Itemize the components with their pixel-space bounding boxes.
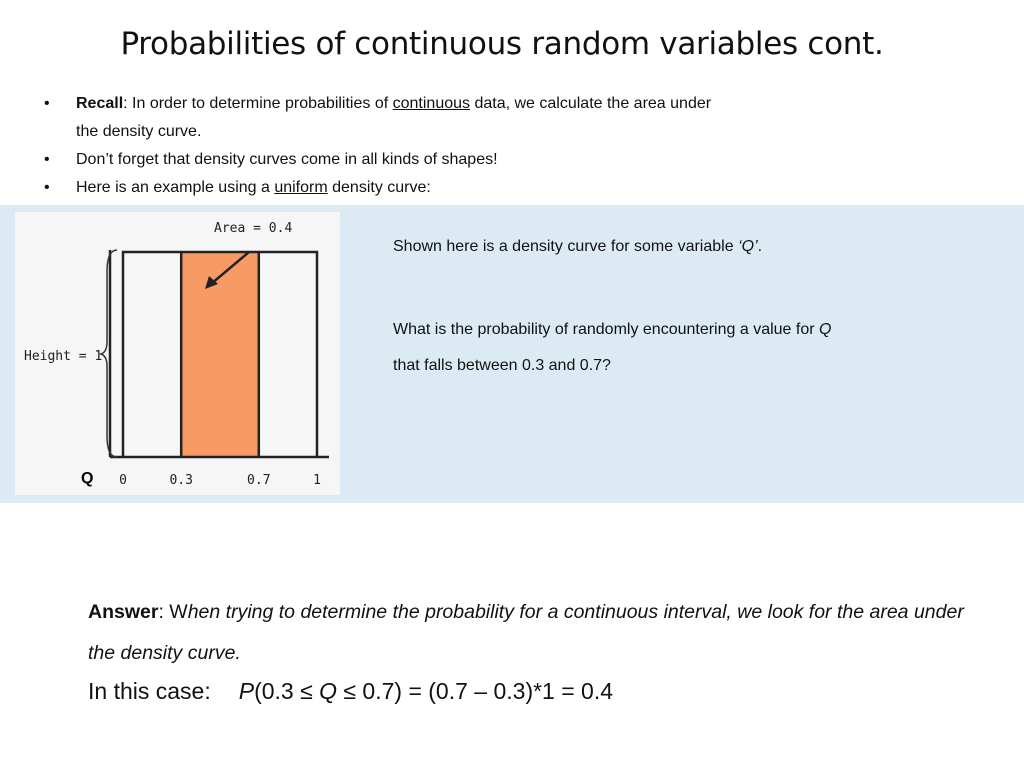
variable-q: Q [819, 321, 832, 338]
bullet-marker: • [44, 179, 50, 196]
bullet-example: • Here is an example using a uniform den… [44, 174, 904, 202]
eq-p: P [238, 678, 255, 704]
axis-variable-label: Q [81, 470, 94, 487]
density-curve [121, 250, 319, 457]
x-tick-labels: 0 0.3 0.7 1 [119, 473, 321, 488]
x-tick-label: 0.7 [247, 473, 270, 488]
question-pre: What is the probability of randomly enco… [393, 321, 820, 338]
bullet-text: : In order to determine probabilities of [123, 95, 393, 112]
variable-q: ‘Q’ [738, 238, 758, 255]
x-tick-label: 0.3 [169, 473, 192, 488]
question-text: What is the probability of randomly enco… [393, 312, 993, 384]
equation: P(0.3 ≤ Q ≤ 0.7) = (0.7 – 0.3)*1 = 0.4 [239, 678, 613, 704]
answer-label: Answer [88, 601, 159, 623]
answer-body: hen trying to determine the probability … [88, 601, 964, 664]
bullet-shapes: • Don’t forget that density curves come … [44, 146, 904, 174]
description-post: . [757, 238, 763, 255]
bullet-text: data, we calculate the area under [470, 95, 712, 112]
description-text: Shown here is a density curve for some v… [393, 238, 993, 256]
slide-title: Probabilities of continuous random varia… [120, 26, 884, 62]
height-label: Height = 1 [24, 349, 102, 364]
bullet-text: Here is an example using a [76, 179, 275, 196]
question-post: that falls between 0.3 and 0.7? [393, 357, 611, 374]
shaded-area [180, 251, 260, 458]
area-label: Area = 0.4 [214, 221, 292, 236]
x-tick-label: 0 [119, 473, 127, 488]
description-pre: Shown here is a density curve for some v… [393, 238, 739, 255]
height-brace [98, 249, 118, 458]
eq-open: (0.3 ≤ [254, 678, 320, 704]
eq-rest: ≤ 0.7) = (0.7 – 0.3)*1 = 0.4 [337, 678, 614, 704]
bullet-text: density curve: [327, 179, 431, 196]
bullet-list: • Recall: In order to determine probabil… [44, 90, 904, 202]
density-plot: Height = 1 Area = 0.4 0 0.3 0.7 1 [24, 221, 329, 488]
continuous-term: continuous [392, 95, 471, 112]
area-arrow-shaft [210, 251, 250, 285]
bullet-marker: • [44, 151, 50, 168]
answer-text: Answer: When trying to determine the pro… [88, 592, 968, 674]
bullet-text: Don’t forget that density curves come in… [76, 151, 498, 168]
bullet-recall: • Recall: In order to determine probabil… [44, 90, 904, 146]
uniform-term: uniform [274, 179, 328, 196]
case-label: In this case: [88, 678, 211, 704]
answer-sep: : W [158, 601, 188, 623]
area-arrow-head [205, 276, 218, 289]
bullet-text-cont: the density curve. [76, 123, 202, 140]
recall-label: Recall [76, 95, 124, 112]
uniform-density-figure: Height = 1 Area = 0.4 0 0.3 0.7 1 [15, 212, 340, 495]
x-tick-label: 1 [313, 473, 321, 488]
bullet-marker: • [44, 95, 50, 112]
case-equation: In this case: P(0.3 ≤ Q ≤ 0.7) = (0.7 – 0… [88, 678, 888, 705]
eq-q: Q [319, 678, 338, 704]
